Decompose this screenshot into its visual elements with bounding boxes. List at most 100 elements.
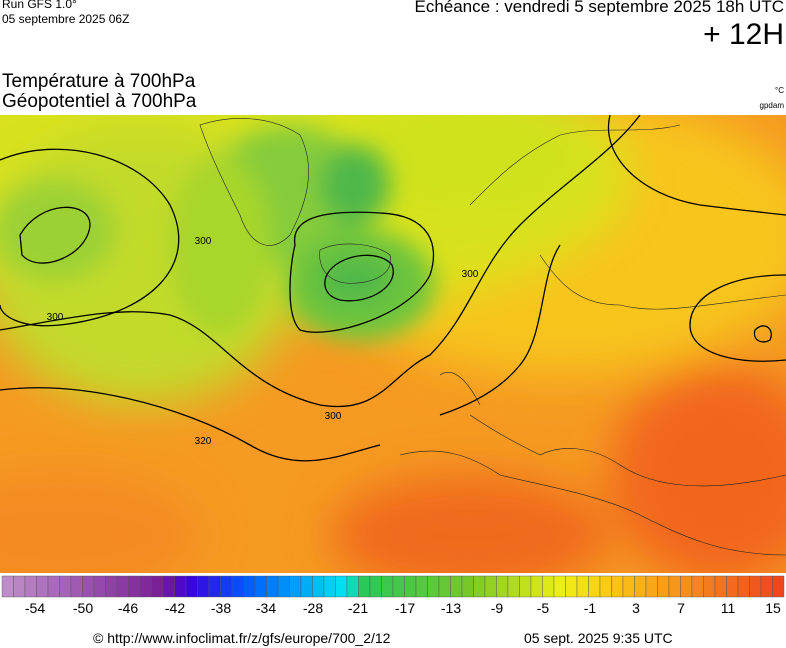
unit-geo: gpdam [759, 101, 784, 110]
contour-labels: 300 300 300 300 320 [47, 236, 479, 447]
colorbar-label: 11 [721, 600, 736, 615]
colorbar-swatch [381, 575, 394, 598]
colorbar-swatch [404, 575, 417, 598]
colorbar-swatch [392, 575, 405, 598]
colorbar-swatch [82, 575, 95, 598]
contour-label: 320 [195, 436, 212, 447]
colorbar-swatch [254, 575, 267, 598]
colorbar-swatch [519, 575, 532, 598]
colorbar-swatch [461, 575, 474, 598]
echeance: Echéance : vendredi 5 septembre 2025 18h… [414, 0, 784, 16]
colorbar-swatch [174, 575, 187, 598]
colorbar-swatch [668, 575, 681, 598]
run-date: 05 septembre 2025 06Z [2, 12, 130, 26]
colorbar-swatch [496, 575, 509, 598]
colorbar-label: -5 [537, 600, 550, 615]
colorbar-swatch [576, 575, 589, 598]
colorbar-swatch [128, 575, 141, 598]
colorbar-swatch [289, 575, 302, 598]
colorbar-swatch [450, 575, 463, 598]
colorbar-swatch [473, 575, 486, 598]
colorbar-label: 7 [677, 600, 685, 615]
colorbar-swatch [565, 575, 578, 598]
contour-label: 300 [47, 312, 64, 323]
colorbar-swatch [70, 575, 83, 598]
unit-temp: °C [775, 86, 784, 95]
colorbar-label: -17 [395, 600, 415, 615]
colorbar-swatch [59, 575, 72, 598]
colorbar-swatch [427, 575, 440, 598]
colorbar-label: -13 [441, 600, 461, 615]
colorbar-label: -38 [211, 600, 231, 615]
colorbar-label: -28 [303, 600, 323, 615]
colorbar-swatch [208, 575, 221, 598]
footer-source: © http://www.infoclimat.fr/z/gfs/europe/… [93, 630, 391, 646]
colorbar-label: -1 [584, 600, 597, 615]
colorbar-swatch [300, 575, 313, 598]
colorbar-swatch [346, 575, 359, 598]
colorbar-swatch [185, 575, 198, 598]
colorbar-swatch [691, 575, 704, 598]
title-temp: Température à 700hPa [2, 71, 196, 92]
coastlines [199, 118, 786, 556]
temperature-field [0, 115, 786, 573]
colorbar-swatch [13, 575, 26, 598]
colorbar-swatch [93, 575, 106, 598]
map: 300 300 300 300 320 [0, 115, 786, 573]
colorbar-label: -50 [73, 600, 93, 615]
colorbar-swatch [231, 575, 244, 598]
colorbar-swatch [703, 575, 716, 598]
contour-label: 300 [462, 269, 479, 280]
colorbar-label: -9 [491, 600, 504, 615]
colorbar-label: 15 [765, 600, 781, 615]
colorbar-swatch [634, 575, 647, 598]
colorbar-label: -42 [165, 600, 185, 615]
colorbar-swatch [599, 575, 612, 598]
colorbar-swatch [369, 575, 382, 598]
colorbar-swatch [657, 575, 670, 598]
colorbar: -54 -50 -46 -42 -38 -34 -28 -21 -17 -13 -9 -5 -1 3 7 11… [1, 575, 785, 615]
colorbar-label: -54 [25, 600, 45, 615]
colorbar-swatch [415, 575, 428, 598]
colorbar-swatch [507, 575, 520, 598]
colorbar-swatch [737, 575, 750, 598]
colorbar-swatch [542, 575, 555, 598]
colorbar-swatch [162, 575, 175, 598]
colorbar-label: -21 [348, 600, 368, 615]
colorbar-swatch [220, 575, 233, 598]
colorbar-swatch [622, 575, 635, 598]
colorbar-swatch [680, 575, 693, 598]
colorbar-swatch [749, 575, 762, 598]
run: Run GFS 1.0° [2, 0, 77, 11]
colorbar-swatch [726, 575, 739, 598]
colorbar-swatch [197, 575, 210, 598]
colorbar-swatch [47, 575, 60, 598]
lead-time: + 12H [703, 18, 784, 51]
colorbar-swatch [277, 575, 290, 598]
colorbar-swatch [243, 575, 256, 598]
colorbar-swatch [484, 575, 497, 598]
colorbar-swatch [116, 575, 129, 598]
colorbar-swatch [553, 575, 566, 598]
colorbar-swatch [760, 575, 773, 598]
colorbar-swatch [358, 575, 371, 598]
colorbar-label: -34 [256, 600, 276, 615]
colorbar-swatch [714, 575, 727, 598]
colorbar-swatch [323, 575, 336, 598]
title-geo: Géopotentiel à 700hPa [2, 91, 197, 112]
colorbar-label: -46 [118, 600, 138, 615]
colorbar-swatch [36, 575, 49, 598]
colorbar-swatch [438, 575, 451, 598]
colorbar-swatch [335, 575, 348, 598]
contour-label: 300 [195, 236, 212, 247]
colorbar-swatch [312, 575, 325, 598]
colorbar-swatch [151, 575, 164, 598]
colorbar-swatch [588, 575, 601, 598]
colorbar-swatch [139, 575, 152, 598]
colorbar-swatch [24, 575, 37, 598]
colorbar-swatch [530, 575, 543, 598]
colorbar-swatch [266, 575, 279, 598]
colorbar-swatch [1, 575, 14, 598]
contour-label: 300 [325, 411, 342, 422]
colorbar-swatch [105, 575, 118, 598]
